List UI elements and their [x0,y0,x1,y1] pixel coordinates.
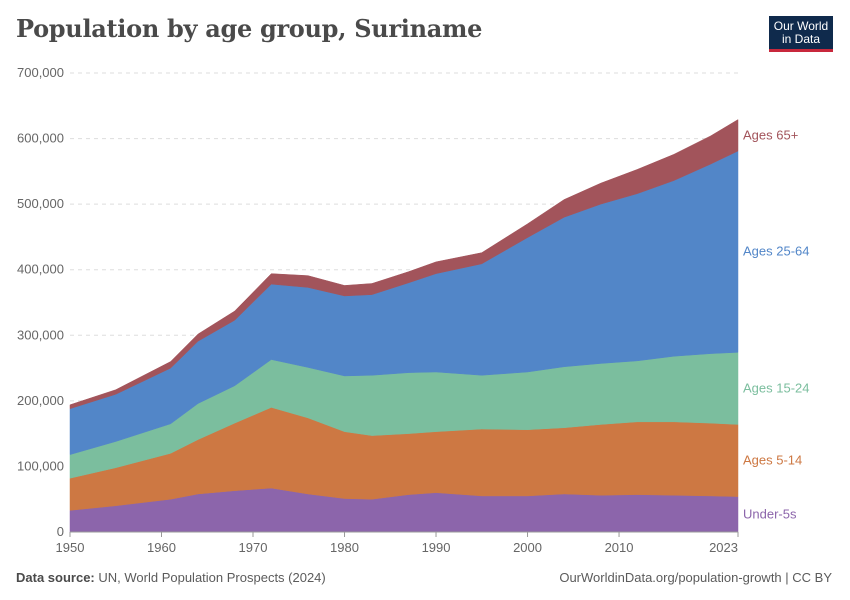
logo-line-1: Our World [773,19,829,33]
chart-title: Population by age group, Suriname [16,14,483,43]
series-label-ages-15-24: Ages 15-24 [743,380,810,395]
y-tick-label: 400,000 [17,262,64,277]
y-tick-label: 200,000 [17,393,64,408]
x-tick-label: 1950 [56,540,85,555]
axes: 0 100,000 200,000 300,000 400,000 500,000 600,… [17,65,739,555]
x-tick-label: 2000 [513,540,542,555]
x-tick-label: 2010 [605,540,634,555]
series-label-ages-5-14: Ages 5-14 [743,453,802,468]
data-source-note: Data source: UN, World Population Prospe… [16,570,326,585]
y-tick-label: 300,000 [17,327,64,342]
data-source-label: Data source: [16,570,95,585]
x-tick-label: 1980 [330,540,359,555]
x-tick-label: 1970 [239,540,268,555]
area-ages-65-[interactable] [69,119,739,410]
series-label-under-5s: Under-5s [743,506,797,521]
stacked-areas [69,119,739,533]
x-tick-label: 1960 [147,540,176,555]
y-tick-label: 100,000 [17,458,64,473]
logo-line-2: in Data [781,32,821,46]
series-label-ages-25-64: Ages 25-64 [743,244,810,259]
x-tick-label: 2023 [709,540,738,555]
data-source-text: UN, World Population Prospects (2024) [98,570,326,585]
x-tick-label: 1990 [422,540,451,555]
series-labels: Under-5s Ages 5-14 Ages 15-24 Ages 25-64 Age… [743,128,810,522]
owid-logo[interactable]: Our World in Data [769,16,833,52]
y-tick-label: 500,000 [17,196,64,211]
y-tick-label: 0 [57,524,64,539]
series-label-ages-65-: Ages 65+ [743,128,798,143]
y-tick-label: 600,000 [17,131,64,146]
y-tick-label: 700,000 [17,65,64,80]
source-link[interactable]: OurWorldinData.org/population-growth | C… [559,570,832,585]
